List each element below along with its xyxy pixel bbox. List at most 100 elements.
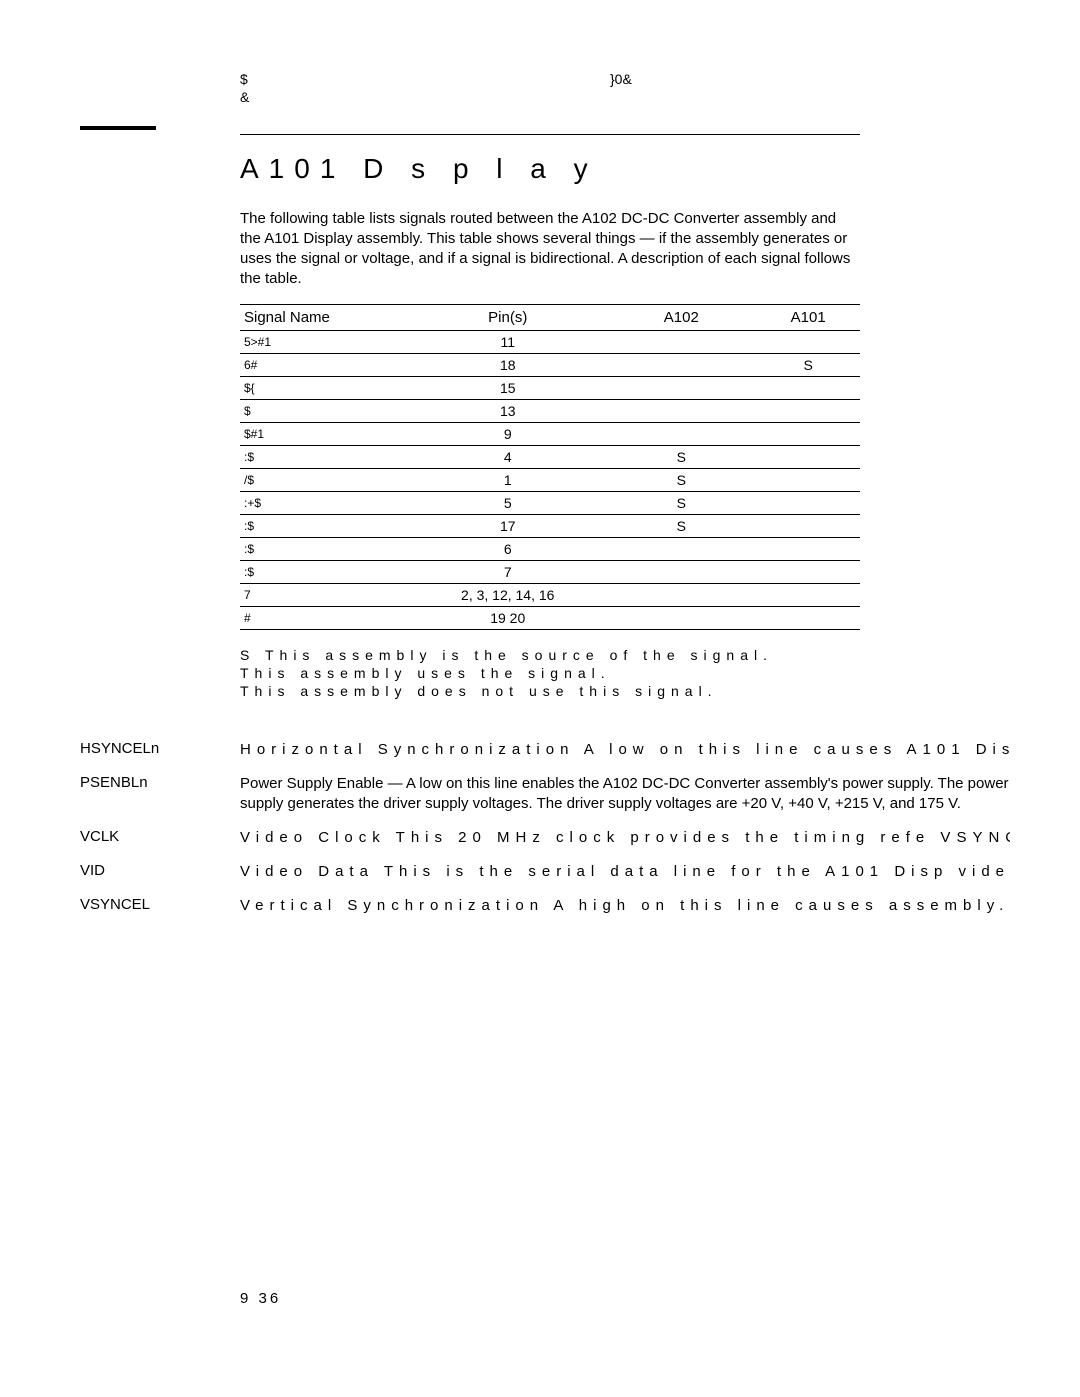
definition-row: VCLKVideo Clock This 20 MHz clock provid… — [240, 828, 1050, 848]
table-head: Signal NamePin(s)A102A101 — [240, 305, 860, 331]
definition-term: PSENBLn — [80, 774, 240, 814]
table-cell — [606, 331, 756, 354]
table-cell: S — [606, 469, 756, 492]
table-cell — [756, 423, 860, 446]
definition-body: Power Supply Enable — A low on this line… — [240, 774, 1010, 814]
table-cell — [606, 400, 756, 423]
table-cell: 18 — [409, 354, 606, 377]
table-column-header: A102 — [606, 305, 756, 331]
table-cell: 1 — [409, 469, 606, 492]
table-cell — [756, 492, 860, 515]
table-cell: :$ — [240, 561, 409, 584]
table-row: ${15 — [240, 377, 860, 400]
table-row: 5>#111 — [240, 331, 860, 354]
table-cell: 2, 3, 12, 14, 16 — [409, 584, 606, 607]
table-cell: $#1 — [240, 423, 409, 446]
legend-line: S This assembly is the source of the sig… — [240, 646, 1050, 664]
table-cell: 9 — [409, 423, 606, 446]
table-row: :$17S — [240, 515, 860, 538]
legend-line: This assembly uses the signal. — [240, 664, 1050, 682]
table-row: $13 — [240, 400, 860, 423]
definition-body: Horizontal Synchronization A low on this… — [240, 740, 1010, 760]
table-cell: 7 — [240, 584, 409, 607]
definition-term: VSYNCEL — [80, 896, 240, 916]
header-right: }0& — [610, 70, 810, 88]
definition-row: VSYNCELVertical Synchronization A high o… — [240, 896, 1050, 916]
table-cell — [606, 561, 756, 584]
running-header: $ }0& & — [240, 70, 1050, 106]
table-column-header: Pin(s) — [409, 305, 606, 331]
table-cell — [606, 377, 756, 400]
header-left-1: $ — [240, 70, 610, 88]
table-cell: /$ — [240, 469, 409, 492]
table-cell: S — [606, 446, 756, 469]
table-cell — [606, 423, 756, 446]
table-row: /$1S — [240, 469, 860, 492]
table-cell: 13 — [409, 400, 606, 423]
legend-line: This assembly does not use this signal. — [240, 682, 1050, 700]
table-body: 5>#1116#18S${15$13$#19:$4S/$1S:+$5S:$17S… — [240, 331, 860, 630]
definition-body: Video Clock This 20 MHz clock provides t… — [240, 828, 1010, 848]
table-row: :$6 — [240, 538, 860, 561]
table-cell — [756, 538, 860, 561]
table-row: 72, 3, 12, 14, 16 — [240, 584, 860, 607]
table-cell: 5>#1 — [240, 331, 409, 354]
table-cell: :+$ — [240, 492, 409, 515]
table-cell: :$ — [240, 515, 409, 538]
table-cell: 15 — [409, 377, 606, 400]
definition-body: Video Data This is the serial data line … — [240, 862, 1010, 882]
table-cell — [756, 331, 860, 354]
table-cell: 6 — [409, 538, 606, 561]
definition-term: VID — [80, 862, 240, 882]
page-number: 9 36 — [240, 1290, 281, 1307]
table-cell: :$ — [240, 446, 409, 469]
table-cell — [756, 561, 860, 584]
table-row: 6#18S — [240, 354, 860, 377]
table-cell — [606, 354, 756, 377]
content-column: $ }0& & A101 D s p l a y The following t… — [240, 70, 1050, 916]
table-cell: ${ — [240, 377, 409, 400]
definition-term: VCLK — [80, 828, 240, 848]
table-cell: :$ — [240, 538, 409, 561]
definition-body: Vertical Synchronization A high on this … — [240, 896, 1010, 916]
table-cell — [756, 377, 860, 400]
table-cell — [756, 446, 860, 469]
table-cell — [606, 538, 756, 561]
table-cell — [606, 584, 756, 607]
table-cell — [756, 607, 860, 630]
table-row: #19 20 — [240, 607, 860, 630]
table-cell: S — [606, 492, 756, 515]
table-row: $#19 — [240, 423, 860, 446]
page: $ }0& & A101 D s p l a y The following t… — [0, 0, 1080, 1397]
table-cell: 4 — [409, 446, 606, 469]
section-rule-thin — [240, 134, 860, 135]
definition-row: PSENBLnPower Supply Enable — A low on th… — [240, 774, 1050, 814]
table-legend: S This assembly is the source of the sig… — [240, 646, 1050, 700]
table-row: :$7 — [240, 561, 860, 584]
table-cell: 19 20 — [409, 607, 606, 630]
signal-table: Signal NamePin(s)A102A101 5>#1116#18S${1… — [240, 304, 860, 630]
definition-row: VIDVideo Data This is the serial data li… — [240, 862, 1050, 882]
table-cell: 7 — [409, 561, 606, 584]
table-cell — [606, 607, 756, 630]
table-cell: # — [240, 607, 409, 630]
table-row: :+$5S — [240, 492, 860, 515]
intro-paragraph: The following table lists signals routed… — [240, 209, 860, 289]
table-cell: 17 — [409, 515, 606, 538]
table-column-header: A101 — [756, 305, 860, 331]
definitions-list: HSYNCELnHorizontal Synchronization A low… — [240, 740, 1050, 916]
table-cell — [756, 469, 860, 492]
table-row: :$4S — [240, 446, 860, 469]
table-cell — [756, 515, 860, 538]
section-rule-thick — [80, 126, 156, 130]
table-cell — [756, 584, 860, 607]
table-cell: S — [606, 515, 756, 538]
table-column-header: Signal Name — [240, 305, 409, 331]
page-title: A101 D s p l a y — [240, 153, 1050, 185]
table-cell: S — [756, 354, 860, 377]
table-cell: 11 — [409, 331, 606, 354]
table-cell: $ — [240, 400, 409, 423]
table-cell — [756, 400, 860, 423]
header-left-2: & — [240, 88, 610, 106]
definition-row: HSYNCELnHorizontal Synchronization A low… — [240, 740, 1050, 760]
